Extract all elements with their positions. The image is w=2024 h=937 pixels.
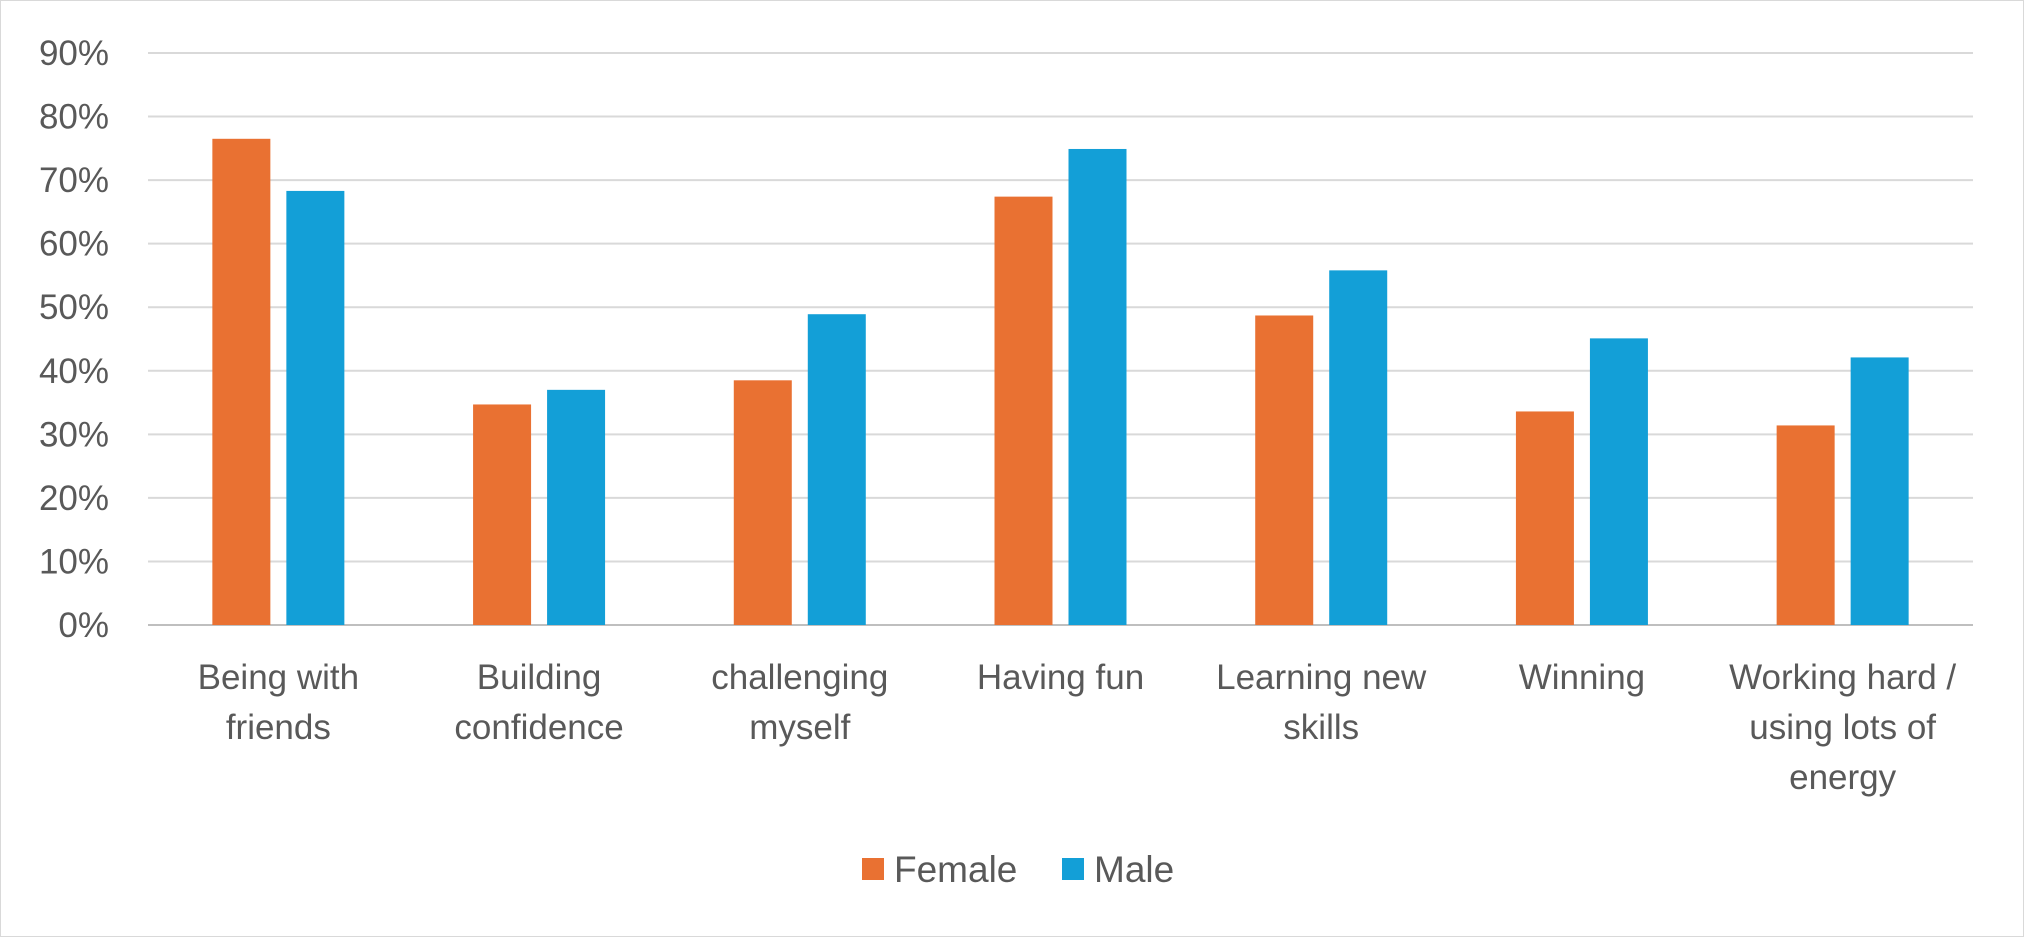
y-tick-label: 80% bbox=[39, 98, 109, 137]
x-category-label: Being with bbox=[198, 658, 359, 697]
bar-male-2 bbox=[807, 314, 866, 625]
bar-female-1 bbox=[473, 404, 532, 625]
y-tick-label: 10% bbox=[39, 542, 109, 581]
y-axis-tick-labels: 0% 10% 20% 30% 40% 50% 60% 70% 80% 90% bbox=[39, 34, 109, 645]
x-category-label: energy bbox=[1789, 758, 1897, 797]
x-axis-category-labels: Being with friends Building confidence chall… bbox=[198, 658, 1957, 797]
bar-female-5 bbox=[1515, 411, 1574, 625]
y-tick-label: 20% bbox=[39, 479, 109, 518]
legend-label-female: Female bbox=[894, 849, 1017, 890]
gridlines bbox=[148, 52, 1973, 626]
bar-female-3 bbox=[994, 196, 1053, 625]
x-category-label: friends bbox=[226, 708, 331, 747]
y-tick-label: 70% bbox=[39, 161, 109, 200]
legend-swatch-male bbox=[1062, 858, 1084, 880]
bar-male-1 bbox=[547, 389, 606, 625]
bars bbox=[212, 138, 1909, 626]
bar-male-4 bbox=[1329, 270, 1388, 625]
legend-label-male: Male bbox=[1094, 849, 1174, 890]
bar-male-3 bbox=[1068, 148, 1127, 626]
bar-female-6 bbox=[1776, 425, 1835, 625]
x-category-label: skills bbox=[1283, 708, 1359, 747]
bar-male-6 bbox=[1850, 357, 1909, 625]
y-tick-label: 40% bbox=[39, 352, 109, 391]
bar-female-4 bbox=[1255, 315, 1314, 625]
bar-female-0 bbox=[212, 138, 271, 626]
y-tick-label: 30% bbox=[39, 415, 109, 454]
y-tick-label: 50% bbox=[39, 288, 109, 327]
bar-male-5 bbox=[1589, 338, 1648, 625]
y-tick-label: 90% bbox=[39, 34, 109, 73]
legend: Female Male bbox=[862, 849, 1174, 890]
bar-male-0 bbox=[286, 190, 345, 625]
y-tick-label: 0% bbox=[58, 606, 109, 645]
x-category-label: challenging bbox=[711, 658, 888, 697]
bar-female-2 bbox=[733, 380, 792, 625]
x-category-label: Winning bbox=[1519, 658, 1645, 697]
x-category-label: using lots of bbox=[1749, 708, 1936, 747]
legend-swatch-female bbox=[862, 858, 884, 880]
x-category-label: Working hard / bbox=[1729, 658, 1956, 697]
x-category-label: Learning new bbox=[1216, 658, 1427, 697]
x-category-label: Building bbox=[477, 658, 602, 697]
x-category-label: Having fun bbox=[977, 658, 1144, 697]
x-category-label: confidence bbox=[454, 708, 623, 747]
x-category-label: myself bbox=[749, 708, 850, 747]
y-tick-label: 60% bbox=[39, 225, 109, 264]
